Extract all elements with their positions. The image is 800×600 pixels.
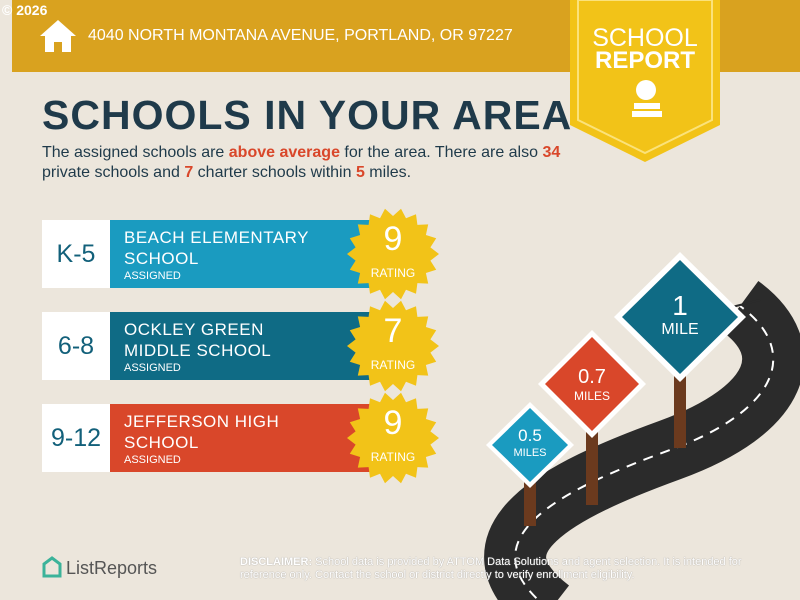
school-bar: JEFFERSON HIGH SCHOOL ASSIGNED (110, 404, 380, 472)
school-status: ASSIGNED (124, 270, 181, 282)
intro-highlight: 5 (355, 164, 365, 181)
address: 4040 NORTH MONTANA AVENUE, PORTLAND, OR … (88, 27, 513, 44)
intro-highlight: 34 (542, 144, 561, 161)
sign-unit: MILES (513, 447, 547, 459)
grade: K-5 (42, 220, 110, 288)
intro-text: charter schools within (193, 164, 356, 181)
school-name: BEACH ELEMENTARY SCHOOL (124, 228, 309, 268)
badge (570, 0, 720, 162)
rating: 9 (383, 404, 403, 442)
school-bar: OCKLEY GREEN MIDDLE SCHOOL ASSIGNED (110, 312, 380, 380)
rating-label: RATING (370, 450, 416, 464)
starburst (347, 300, 439, 392)
rating-badge: 9 RATING (347, 392, 439, 484)
logo-icon (42, 556, 62, 578)
rating: 9 (383, 220, 403, 258)
rating-label: RATING (370, 266, 416, 280)
badge-line2: REPORT (594, 47, 695, 74)
grade: 9-12 (42, 404, 110, 472)
school-name: JEFFERSON HIGH SCHOOL (124, 412, 280, 452)
intro-text: The assigned schools are (42, 144, 229, 161)
intro-text: for the area. There are also (339, 144, 543, 161)
home-icon (40, 20, 76, 52)
sign-distance: 0.7 (578, 366, 606, 388)
intro-text: private schools and (42, 164, 185, 181)
sign-unit: MILE (661, 321, 699, 338)
school-row: 6-8 OCKLEY GREEN MIDDLE SCHOOL ASSIGNED (42, 312, 380, 380)
rating-label: RATING (370, 358, 416, 372)
disclaimer: DISCLAIMER: School data is provided by A… (240, 556, 760, 582)
disclaimer-label: DISCLAIMER: (240, 556, 313, 568)
school-row: 9-12 JEFFERSON HIGH SCHOOL ASSIGNED (42, 404, 380, 472)
copyright: © 2026 (2, 2, 48, 18)
road-graphic (484, 252, 800, 600)
intro-text: miles. (364, 164, 412, 181)
badge-line1: SCHOOL (592, 24, 698, 52)
grade: 6-8 (42, 312, 110, 380)
logo: ListReports (66, 558, 158, 578)
disclaimer-text: School data is provided by ATTOM Data So… (240, 556, 742, 581)
sign-distance: 0.5 (518, 426, 542, 445)
sign-unit: MILES (573, 389, 610, 403)
intro: The assigned schools are above average f… (42, 143, 562, 183)
starburst (347, 208, 439, 300)
school-name: OCKLEY GREEN MIDDLE SCHOOL (124, 320, 272, 360)
rating-badge: 9 RATING (347, 208, 439, 300)
intro-highlight: above average (228, 144, 340, 161)
starburst (347, 392, 439, 484)
intro-highlight: 7 (184, 164, 194, 181)
rating: 7 (383, 312, 403, 350)
school-status: ASSIGNED (124, 362, 181, 374)
title: SCHOOLS IN YOUR AREA (42, 92, 573, 138)
school-status: ASSIGNED (124, 454, 181, 466)
rating-badge: 7 RATING (347, 300, 439, 392)
school-row: K-5 BEACH ELEMENTARY SCHOOL ASSIGNED (42, 220, 380, 288)
school-bar: BEACH ELEMENTARY SCHOOL ASSIGNED (110, 220, 380, 288)
sign-distance: 1 (672, 290, 688, 321)
